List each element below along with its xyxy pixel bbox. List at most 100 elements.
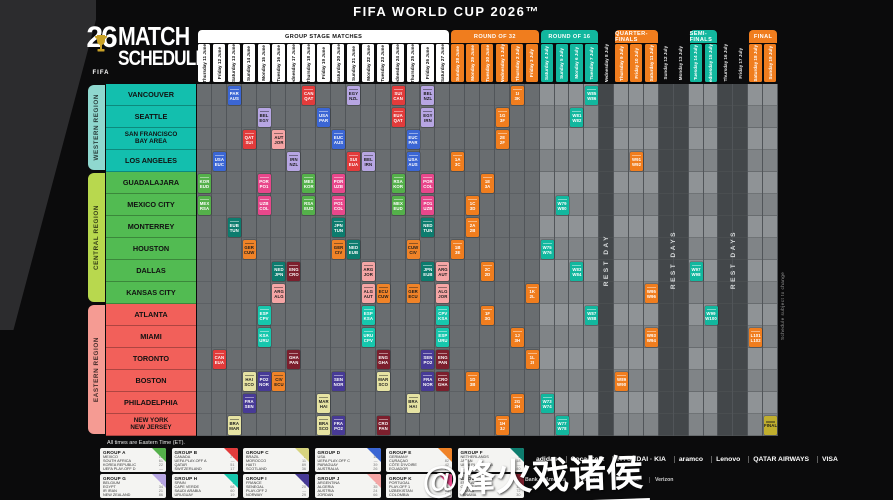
- match-time-mark: [363, 154, 373, 156]
- team-code: PO2: [423, 360, 433, 365]
- team-code: 2L: [529, 294, 535, 299]
- date-label: Thursday 2 July: [514, 45, 520, 81]
- match-time-mark: [214, 352, 224, 354]
- team-code: 1K: [529, 288, 536, 294]
- team-code: 3D: [469, 206, 476, 211]
- date-label: Friday 17 July: [737, 47, 743, 79]
- match-time-mark: [289, 154, 299, 156]
- date-header: Wednesday 15 July: [704, 44, 717, 82]
- team-code: ECU: [378, 288, 388, 294]
- match-cell-group-F: JPN TUN: [332, 217, 346, 237]
- date-label: Saturday 18 July: [752, 44, 758, 82]
- team-code: URU: [438, 338, 448, 343]
- date-header: Friday 26 June: [421, 44, 434, 82]
- page-title: FIFA WORLD CUP 2026™: [353, 4, 540, 19]
- match-cell-r16: W75 W76: [540, 239, 554, 259]
- team-code: W88: [587, 316, 597, 321]
- team-name: NEW ZEALAND: [103, 493, 131, 498]
- team-rank: 40: [516, 467, 521, 472]
- team-code: RSA: [199, 206, 210, 211]
- match-time-mark: [274, 132, 284, 134]
- match-time-mark: [438, 352, 448, 354]
- match-time-mark: [334, 176, 344, 178]
- match-cell-group-L: ENG CRO: [287, 261, 301, 281]
- match-time-mark: [468, 220, 478, 222]
- team-code: W86: [587, 96, 597, 101]
- match-cell-group-I: FRA NOR: [421, 371, 435, 391]
- date-label: Saturday 20 June: [335, 44, 341, 82]
- date-label: Sunday 5 July: [559, 47, 565, 79]
- date-header: Sunday 14 June: [242, 44, 256, 82]
- team-code: BEL: [363, 156, 373, 162]
- team-code: FRA: [244, 398, 254, 404]
- team-code: AUS: [229, 96, 239, 101]
- team-code: W79: [557, 200, 567, 206]
- team-code: CAN: [393, 96, 403, 101]
- grid-column: [375, 84, 391, 436]
- match-time-mark: [453, 242, 463, 244]
- watermark: @烽火戏诸侯: [419, 442, 651, 500]
- team-rank: 39: [373, 463, 378, 467]
- date-label: Wednesday 15 July: [708, 44, 714, 82]
- team-code: BEL: [423, 90, 433, 96]
- team-code: 3G: [484, 316, 491, 321]
- match-time-mark: [497, 418, 507, 420]
- team-code: 2D: [484, 272, 491, 277]
- team-code: GER: [408, 288, 418, 294]
- legend-group-box: GROUP D USA 16 UEFA PLAY-OFF C — PARAGUAY 39 AU…: [314, 448, 381, 472]
- team-code: 3B: [469, 382, 476, 387]
- city-cell: VANCOUVER: [106, 84, 196, 106]
- team-code: SUI: [245, 140, 253, 145]
- match-cell-group-I: FRA SEN: [242, 393, 256, 413]
- legend-group-box: GROUP J ARGENTINA 3 ALGERIA 35 AUSTRIA 24 JORDA…: [314, 474, 381, 498]
- city-cell: SEATTLE: [106, 106, 196, 128]
- team-code: PO1: [259, 184, 269, 189]
- legend-group-box: GROUP E GERMANY 9 CURAÇAO 82 CÔTE D'IVOIRE 42 E…: [386, 448, 452, 472]
- team-code: 2C: [484, 266, 491, 272]
- match-cell-group-G: BEL NZL: [421, 85, 435, 105]
- corner-wedge-decoration: [0, 0, 96, 330]
- stage-banner: QUARTER-FINALS: [615, 30, 658, 43]
- match-cell-group-H: ESP CPV: [257, 305, 271, 325]
- grid-column: [390, 84, 406, 436]
- team-code: FRA: [423, 376, 433, 382]
- match-time-mark: [259, 198, 269, 200]
- city-cell: MEXICO CITY: [106, 194, 196, 216]
- team-rank: —: [302, 489, 306, 493]
- date-header: Saturday 27 June: [436, 44, 449, 82]
- fifa-2026-logo: 26 FIFA MATCH SCHEDULE: [86, 23, 207, 80]
- team-name: USA: [317, 454, 326, 459]
- team-code: 3J: [499, 426, 505, 431]
- grid-column: [360, 84, 376, 436]
- team-rank: 29: [301, 493, 306, 498]
- match-time-mark: [244, 396, 254, 398]
- match-time-mark: [319, 110, 329, 112]
- match-time-mark: [423, 352, 433, 354]
- match-cell-group-F: NED EUB: [346, 239, 360, 259]
- date-header: Wednesday 1 July: [495, 44, 509, 82]
- match-cell-r16: W85 W86: [585, 85, 599, 105]
- team-code: PAN: [438, 360, 448, 365]
- match-cell-group-L: GHA PAN: [287, 349, 301, 369]
- team-code: UZB: [259, 200, 269, 206]
- group-team-row: UEFA PLAY-OFF B —: [461, 463, 521, 467]
- grid-column: [450, 84, 466, 436]
- legend-group-box: GROUP G BELGIUM 8 EGYPT 34 IR IRAN 21 NEW ZEALA…: [100, 474, 166, 498]
- date-label: Wednesday 1 July: [499, 44, 505, 82]
- team-code: W83: [572, 266, 582, 272]
- team-code: 3F: [499, 118, 506, 123]
- team-code: NED: [274, 266, 284, 272]
- grid-column: [286, 84, 302, 436]
- team-code: KOR: [199, 178, 210, 184]
- group-team-row: GHANA 72: [461, 489, 521, 493]
- team-code: CRO: [437, 376, 448, 382]
- team-code: ALG: [438, 288, 448, 294]
- team-code: CRO: [288, 272, 299, 277]
- match-time-mark: [334, 242, 344, 244]
- city-cell: MONTERREY: [106, 216, 196, 238]
- team-code: GHA: [437, 382, 448, 387]
- team-name: URUGUAY: [174, 493, 194, 498]
- team-code: NZL: [289, 162, 299, 167]
- match-time-mark: [572, 264, 582, 266]
- match-cell-group-E: ECU CUW: [376, 283, 390, 303]
